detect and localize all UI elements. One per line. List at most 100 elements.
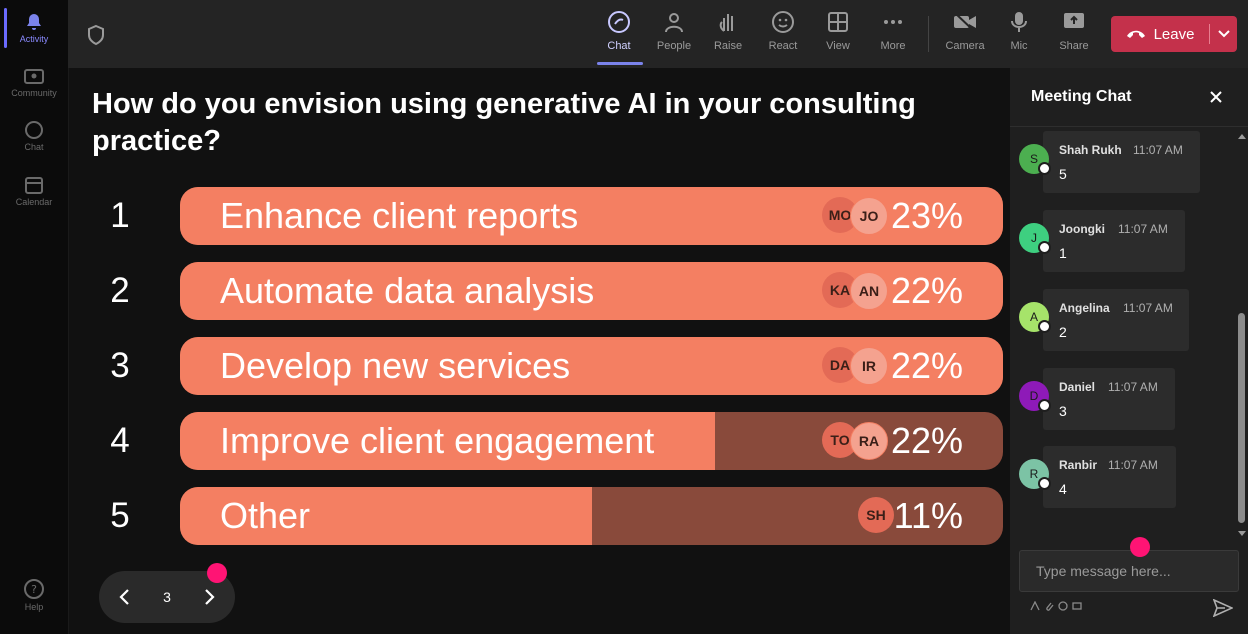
poll-option-row: 5 Other SH 11%: [108, 487, 1003, 545]
rail-label: Chat: [24, 142, 44, 152]
chat-message[interactable]: Ranbir 11:07 AM 4: [1043, 446, 1176, 508]
attach-icon[interactable]: [1044, 601, 1054, 611]
presence-dot: [1038, 162, 1051, 175]
rail-label: Calendar: [15, 197, 53, 207]
option-percent: 22%: [890, 420, 963, 461]
message-text: 2: [1059, 324, 1067, 340]
toolbar-raise-button[interactable]: Raise: [703, 10, 753, 52]
rail-active-indicator: [4, 8, 7, 48]
poll-option-row: 1 Enhance client reports MO JO 23%: [108, 187, 1003, 245]
avatar-initial: D: [1029, 389, 1039, 403]
avatar[interactable]: S: [1019, 144, 1051, 175]
chevron-down-icon: [1218, 30, 1230, 38]
voter-avatar: TO: [822, 422, 858, 458]
option-number: 1: [110, 196, 130, 235]
rail-item-calendar[interactable]: Calendar: [0, 175, 68, 207]
option-number: 5: [110, 496, 130, 535]
leave-button[interactable]: Leave: [1111, 16, 1237, 52]
option-number: 3: [110, 346, 130, 385]
avatar[interactable]: R: [1019, 459, 1051, 490]
people-icon: [665, 13, 683, 33]
rail-item-activity[interactable]: Activity: [0, 12, 68, 44]
chat-icon: [608, 11, 630, 33]
option-bar-fill: [180, 487, 592, 545]
toolbar-share-button[interactable]: Share: [1049, 10, 1099, 52]
chat-title: Meeting Chat: [1031, 88, 1132, 105]
rail-item-community[interactable]: Community: [0, 66, 68, 98]
chat-format-bar: [1030, 601, 1082, 611]
toolbar-label: View: [826, 40, 850, 52]
share-icon: [1064, 13, 1084, 28]
chat-message[interactable]: Joongki 11:07 AM 1: [1043, 210, 1185, 272]
leave-dropdown-button[interactable]: [1211, 16, 1237, 52]
option-label: Other: [220, 495, 311, 536]
shield-icon[interactable]: [86, 24, 106, 46]
avatar-initial: R: [1029, 467, 1039, 481]
option-label: Automate data analysis: [220, 270, 595, 311]
message-sender: Joongki: [1059, 222, 1106, 236]
toolbar-label: React: [768, 40, 798, 52]
rail-label: Help: [24, 602, 44, 612]
chevron-right-icon[interactable]: [197, 585, 221, 609]
leave-label: Leave: [1153, 25, 1195, 43]
react-icon: [772, 11, 794, 33]
option-number: 2: [110, 271, 130, 310]
option-bar: Other SH 11%: [180, 487, 1003, 545]
toolbar-people-button[interactable]: People: [649, 10, 699, 52]
message-sender: Shah Rukh: [1059, 143, 1122, 157]
rail-item-help[interactable]: ? Help: [0, 578, 68, 612]
chat-scrollbar[interactable]: [1236, 130, 1248, 540]
voter-avatars: MO JO: [822, 197, 902, 235]
message-text: 5: [1059, 166, 1067, 182]
option-percent: 23%: [890, 195, 963, 236]
message-sender: Ranbir: [1059, 458, 1098, 472]
cursor-indicator: [1130, 537, 1150, 557]
poll-option-row: 2 Automate data analysis KA AN 22%: [108, 262, 1003, 320]
avatar[interactable]: J: [1019, 223, 1051, 254]
chat-input-placeholder: Type message here...: [1036, 563, 1171, 579]
message-time: 11:07 AM: [1108, 380, 1158, 394]
chat-message-input[interactable]: Type message here...: [1019, 550, 1239, 592]
raise-hand-icon: [719, 14, 733, 32]
app-rail: Activity Community Chat Calendar ? Help: [0, 0, 69, 634]
voter-avatar: RA: [850, 422, 888, 460]
toolbar-camera-button[interactable]: Camera: [940, 10, 990, 52]
avatar-initial: S: [1029, 152, 1038, 166]
avatar[interactable]: A: [1019, 302, 1051, 333]
format-icon[interactable]: [1030, 601, 1040, 611]
more-icon: [884, 20, 902, 24]
gif-icon[interactable]: [1072, 601, 1082, 611]
svg-text:?: ?: [31, 583, 37, 596]
chevron-left-icon[interactable]: [113, 585, 137, 609]
chat-message[interactable]: Angelina 11:07 AM 2: [1043, 289, 1189, 351]
voter-avatars: SH: [858, 497, 938, 535]
close-icon[interactable]: [1209, 90, 1223, 104]
emoji-icon[interactable]: [1058, 601, 1068, 611]
voter-avatars: TO RA: [822, 422, 902, 460]
avatar[interactable]: D: [1019, 381, 1051, 412]
toolbar-more-button[interactable]: More: [868, 10, 918, 52]
leave-main-button[interactable]: Leave: [1111, 16, 1209, 52]
chat-message[interactable]: Daniel 11:07 AM 3: [1043, 368, 1175, 430]
active-tab-underline: [597, 62, 643, 65]
presence-dot: [1038, 320, 1051, 333]
message-sender: Angelina: [1059, 301, 1110, 315]
chat-message[interactable]: Shah Rukh 11:07 AM 5: [1043, 131, 1200, 193]
toolbar-react-button[interactable]: React: [758, 10, 808, 52]
option-percent: 22%: [890, 345, 963, 386]
message-time: 11:07 AM: [1118, 222, 1168, 236]
toolbar-chat-button[interactable]: Chat: [594, 10, 644, 52]
leave-divider: [1209, 24, 1210, 44]
mic-icon: [1011, 12, 1027, 32]
toolbar-label: More: [880, 40, 906, 52]
message-text: 3: [1059, 403, 1067, 419]
toolbar-view-button[interactable]: View: [813, 10, 863, 52]
option-bar: Enhance client reports MO JO 23%: [180, 187, 1003, 245]
chat-scrollbar-thumb[interactable]: [1238, 313, 1245, 523]
toolbar-mic-button[interactable]: Mic: [994, 10, 1044, 52]
option-bar-fill: [180, 412, 715, 470]
bell-icon: [27, 14, 41, 30]
rail-item-chat[interactable]: Chat: [0, 120, 68, 152]
send-icon[interactable]: [1213, 599, 1233, 617]
presence-dot: [1038, 399, 1051, 412]
